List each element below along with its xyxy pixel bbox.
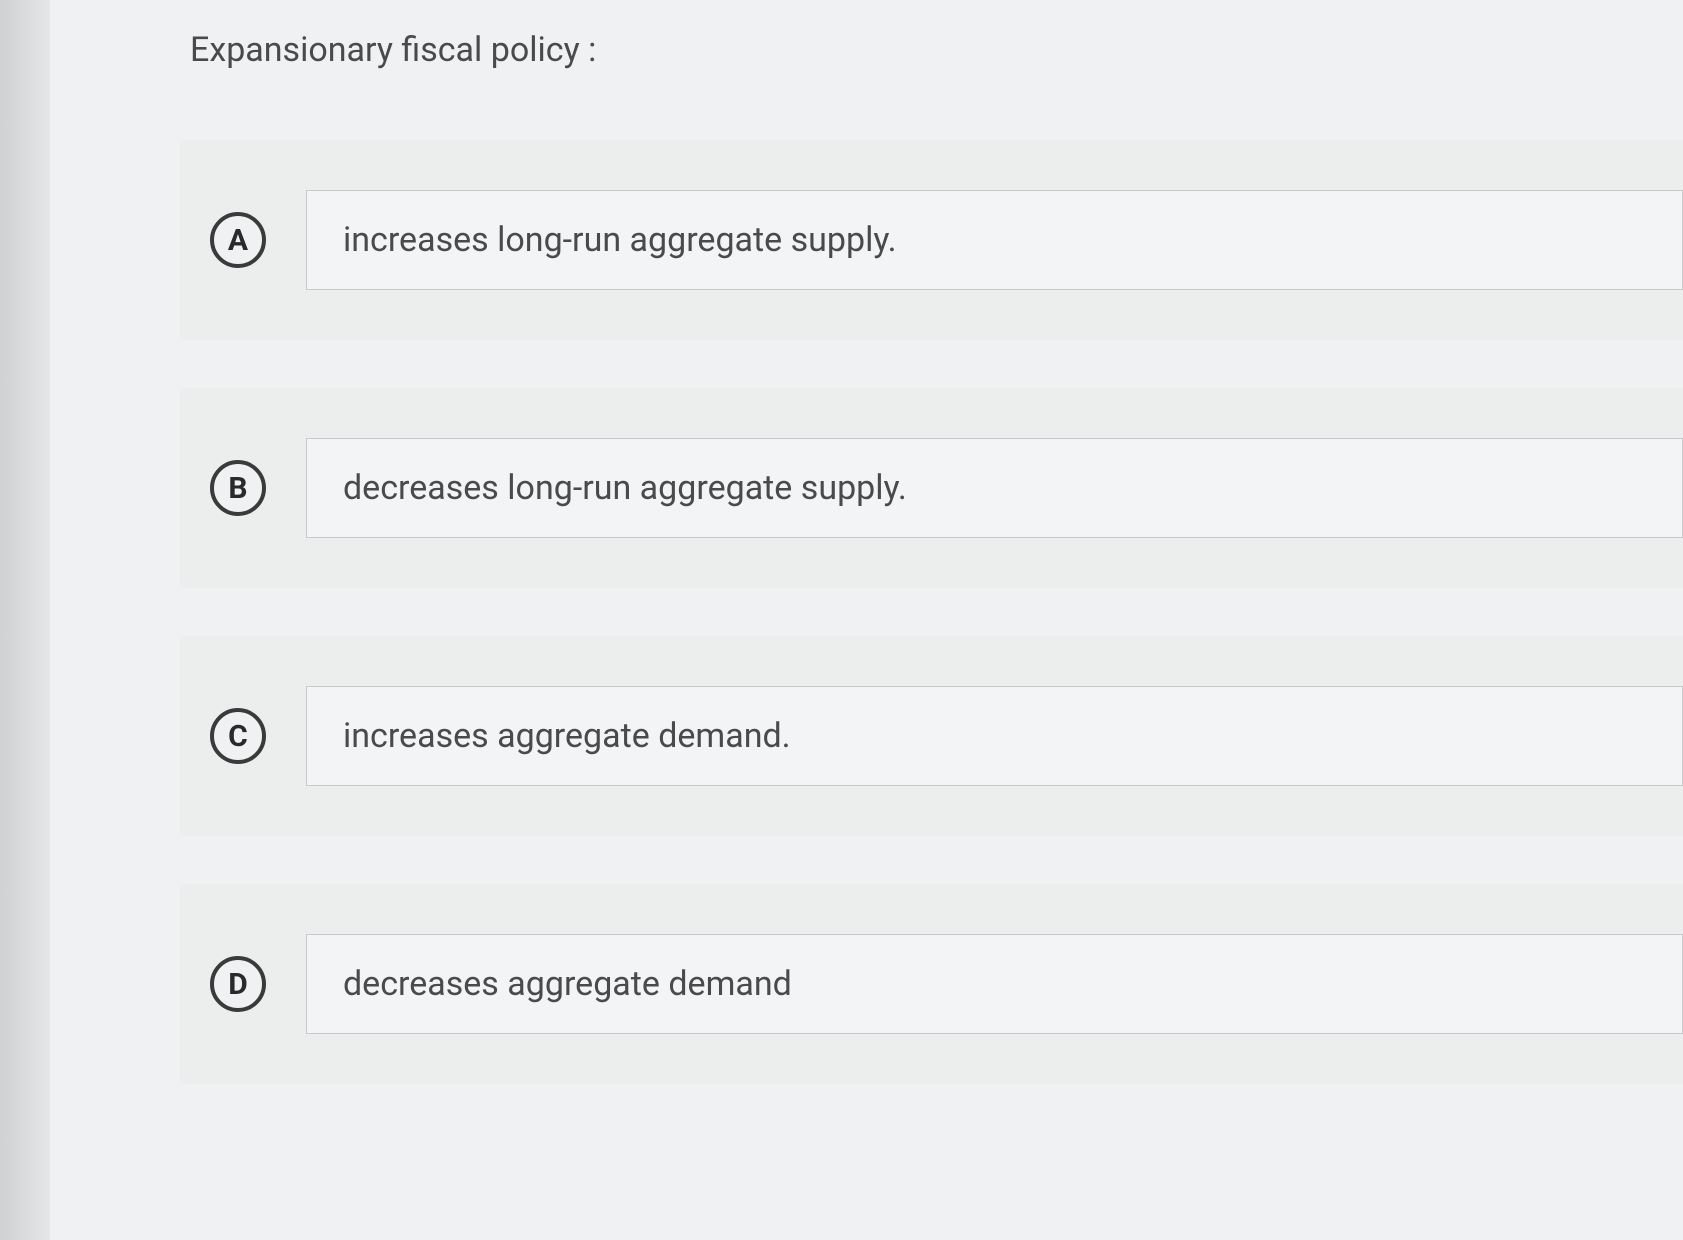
option-text-d: decreases aggregate demand xyxy=(306,934,1683,1034)
page-left-edge xyxy=(0,0,50,1240)
question-page: Expansionary fiscal policy : A increases… xyxy=(0,0,1683,1240)
option-letter-d: D xyxy=(210,956,266,1012)
option-letter-c: C xyxy=(210,708,266,764)
option-text-c: increases aggregate demand. xyxy=(306,686,1683,786)
option-text-b: decreases long-run aggregate supply. xyxy=(306,438,1683,538)
option-d[interactable]: D decreases aggregate demand xyxy=(180,884,1683,1084)
options-list: A increases long-run aggregate supply. B… xyxy=(180,140,1683,1084)
question-stem: Expansionary fiscal policy : xyxy=(190,30,1683,70)
option-text-a: increases long-run aggregate supply. xyxy=(306,190,1683,290)
option-letter-b: B xyxy=(210,460,266,516)
option-a[interactable]: A increases long-run aggregate supply. xyxy=(180,140,1683,340)
option-b[interactable]: B decreases long-run aggregate supply. xyxy=(180,388,1683,588)
option-letter-a: A xyxy=(210,212,266,268)
option-c[interactable]: C increases aggregate demand. xyxy=(180,636,1683,836)
